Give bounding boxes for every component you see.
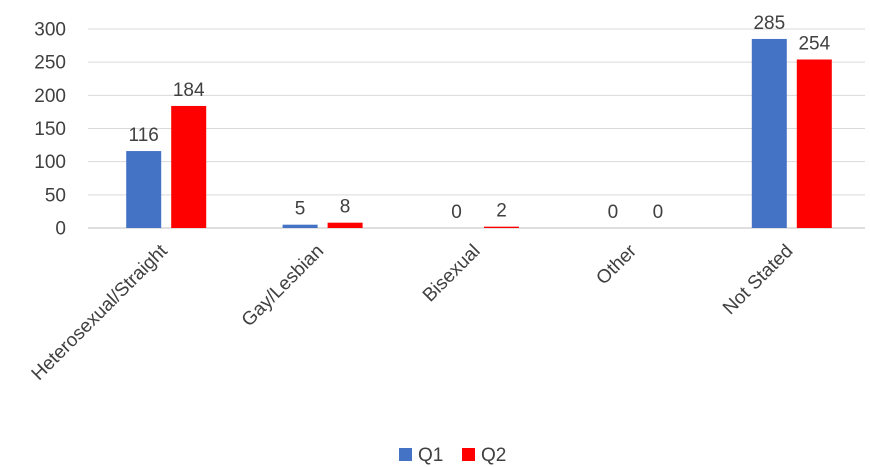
- data-label: 254: [798, 34, 830, 55]
- data-labels: 116 184 5 8 0 2 0 0 285 254: [129, 13, 831, 223]
- y-tick-label: 300: [34, 20, 66, 41]
- bar-q2-not-stated: [796, 59, 832, 228]
- legend-swatch-q2: [462, 448, 475, 461]
- y-tick-label: 50: [45, 185, 66, 206]
- y-tick-label: 200: [34, 86, 66, 107]
- data-label: 0: [451, 202, 462, 223]
- legend-label-q2: Q2: [481, 445, 506, 466]
- legend-label-q1: Q1: [418, 445, 443, 466]
- data-label: 116: [129, 125, 159, 146]
- bar-q1-heterosexual-straight: [126, 151, 162, 228]
- gridlines: [88, 28, 865, 229]
- bar-q2-bisexual: [484, 226, 519, 228]
- data-label: 0: [653, 202, 664, 223]
- y-axis-tick-labels: 0 50 100 150 200 250 300: [34, 20, 66, 240]
- data-label: 184: [173, 80, 205, 101]
- bar-q2-gay-lesbian: [327, 222, 363, 228]
- legend-swatch-q1: [399, 448, 412, 461]
- legend: Q1 Q2: [399, 445, 506, 466]
- data-label: 5: [295, 199, 306, 220]
- y-tick-label: 150: [34, 119, 66, 140]
- data-label: 2: [496, 201, 507, 222]
- y-tick-label: 100: [34, 152, 66, 173]
- category-label: Heterosexual/Straight: [28, 240, 173, 385]
- bar-q2-heterosexual-straight: [171, 105, 207, 228]
- y-tick-label: 250: [34, 53, 66, 74]
- x-axis-category-labels: Heterosexual/Straight Gay/Lesbian Bisexual…: [28, 240, 798, 385]
- bars: [126, 38, 832, 229]
- data-label: 0: [608, 202, 619, 223]
- category-label: Bisexual: [419, 241, 485, 307]
- data-label: 285: [753, 13, 785, 34]
- bar-q1-gay-lesbian: [282, 224, 318, 228]
- y-tick-label: 0: [55, 219, 66, 240]
- category-label: Other: [592, 240, 641, 289]
- category-label: Not Stated: [719, 241, 797, 319]
- category-label: Gay/Lesbian: [238, 241, 328, 331]
- bar-q1-not-stated: [751, 38, 787, 229]
- data-label: 8: [340, 197, 351, 218]
